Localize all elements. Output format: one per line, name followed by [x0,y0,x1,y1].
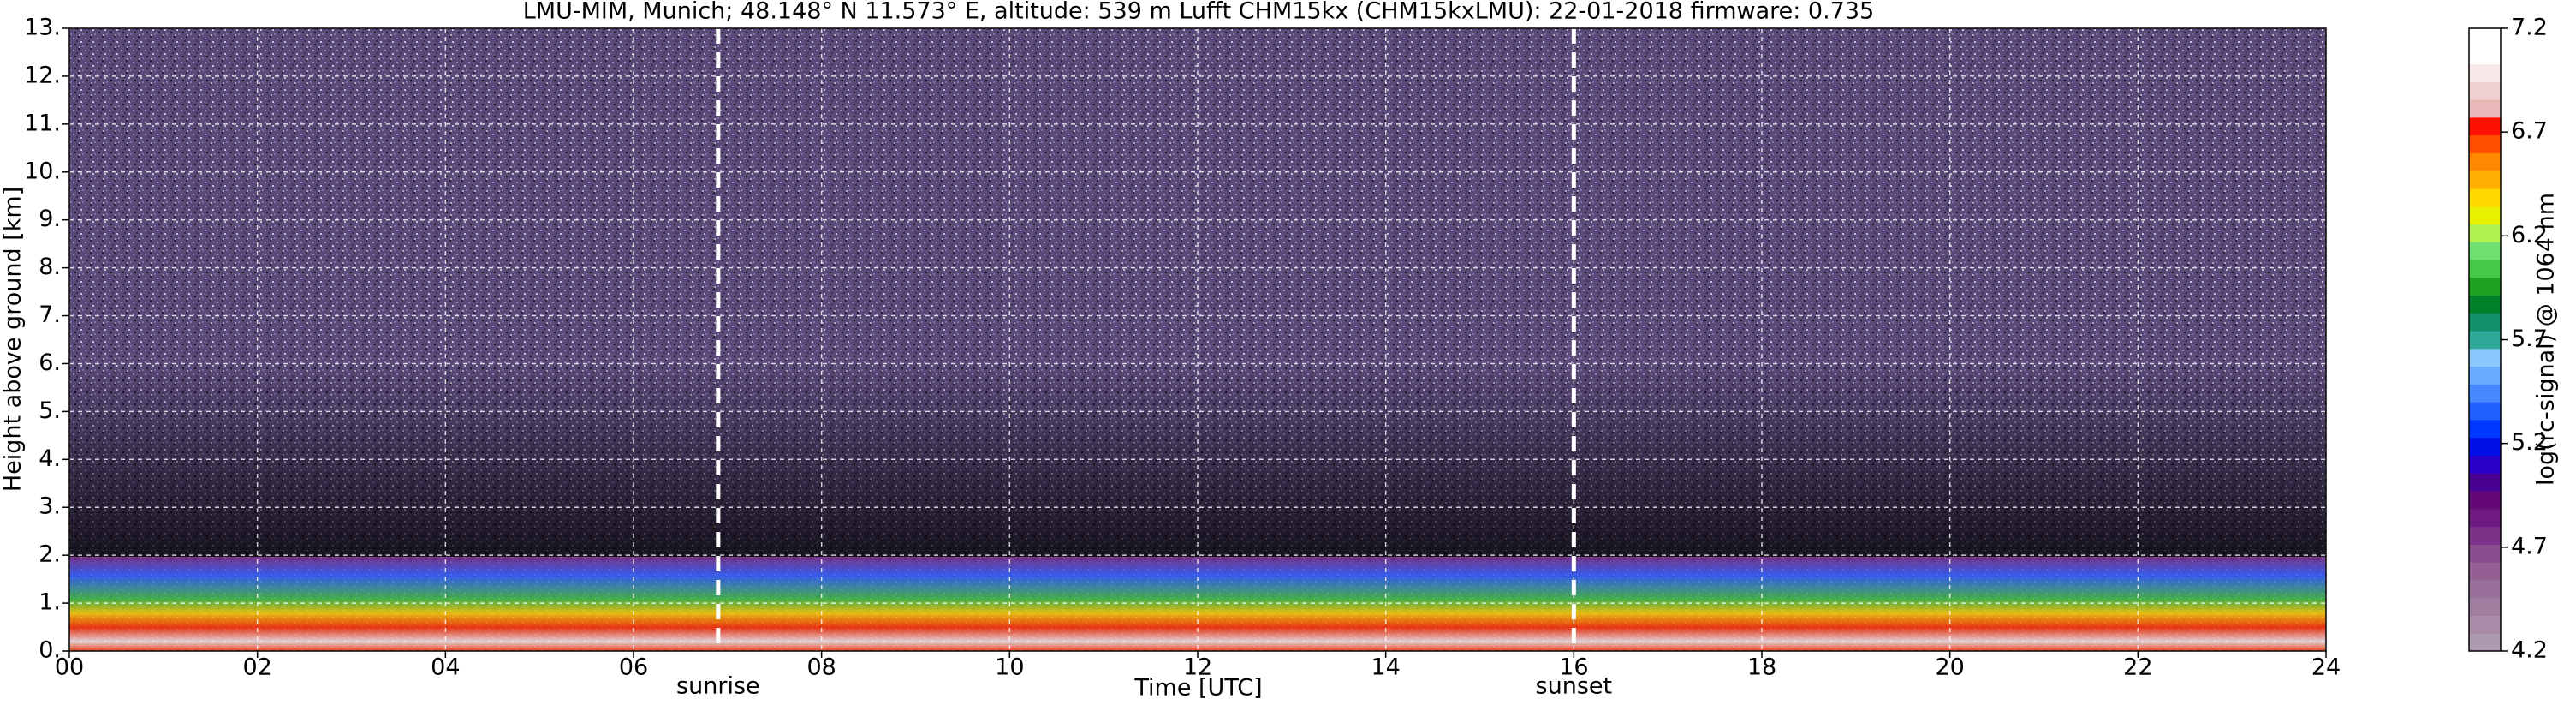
colorbar-segment [2469,526,2501,545]
colorbar-segment [2469,402,2501,421]
colorbar-segment [2469,242,2501,260]
y-tick-label: 1. [39,589,61,616]
colorbar-label: log(rc-signal) @ 1064 nm [2533,193,2560,486]
x-tick-label: 18 [1747,654,1776,681]
y-tick-label: 11. [24,110,61,136]
colorbar-segment [2469,562,2501,581]
x-tick-label: 06 [619,654,648,681]
colorbar-segment [2469,99,2501,118]
colorbar-segment [2469,597,2501,616]
colorbar-segment [2469,134,2501,153]
x-tick-label: 24 [2311,654,2341,681]
colorbar-segment [2469,170,2501,189]
colorbar-segment [2469,419,2501,439]
colorbar-segment [2469,366,2501,385]
colorbar-segment [2469,508,2501,528]
colorbar-segment [2469,633,2501,652]
colorbar-segment [2469,473,2501,492]
colorbar-tick-label: 6.7 [2511,118,2548,145]
x-axis-label: Time [UTC] [1133,675,1262,702]
x-tick-label: 08 [806,654,836,681]
colorbar-segment [2469,224,2501,242]
y-tick-label: 0. [39,637,61,664]
chart-title: LMU-MIM, Munich; 48.148° N 11.573° E, al… [523,0,1874,25]
x-tick-label: 14 [1371,654,1400,681]
y-tick-label: 4. [39,445,61,472]
colorbar-segment [2469,45,2501,65]
colorbar-segment [2469,63,2501,82]
colorbar-segment [2469,331,2501,350]
y-tick-label: 2. [39,541,61,568]
y-tick-label: 6. [39,350,61,376]
y-tick-label: 13. [24,15,61,41]
colorbar-segment [2469,348,2501,367]
colorbar-segment [2469,260,2501,278]
colorbar-tick-label: 5.2 [2511,429,2548,456]
colorbar-segment [2469,206,2501,224]
colorbar-segment [2469,579,2501,599]
colorbar-tick-label: 6.2 [2511,222,2548,248]
x-tick-label: 10 [995,654,1024,681]
annotation-label: sunrise [676,673,760,700]
colorbar-segment [2469,277,2501,296]
x-tick-label: 02 [242,654,271,681]
y-tick-label: 7. [39,302,61,328]
x-tick-label: 16 [1559,654,1588,681]
colorbar-segment [2469,28,2501,47]
colorbar-segment [2469,313,2501,332]
colorbar-segment [2469,437,2501,457]
colorbar-tick-label: 4.7 [2511,533,2548,559]
colorbar-tick-label: 4.2 [2511,637,2548,664]
x-tick-label: 00 [55,654,84,681]
y-tick-label: 9. [39,206,61,232]
colorbar-segment [2469,295,2501,314]
y-tick-label: 8. [39,254,61,280]
y-tick-label: 10. [24,158,61,184]
colorbar-segment [2469,491,2501,510]
x-tick-label: 22 [2123,654,2152,681]
colorbar-segment [2469,152,2501,171]
x-tick-label: 12 [1183,654,1212,681]
plot-frame [68,27,2327,652]
colorbar-segment [2469,81,2501,100]
colorbar-tick-label: 7.2 [2511,15,2548,41]
colorbar-segment [2469,188,2501,207]
colorbar-segment [2469,384,2501,403]
colorbar-tick-label: 5.7 [2511,326,2548,352]
y-tick-label: 3. [39,493,61,520]
x-tick-label: 20 [1935,654,1964,681]
annotation-label: sunset [1536,673,1613,700]
y-axis-label: Height above ground [km] [0,187,27,492]
colorbar-segment [2469,455,2501,474]
y-tick-label: 5. [39,397,61,424]
x-tick-label: 04 [431,654,460,681]
colorbar-segment [2469,615,2501,634]
y-tick-label: 12. [24,62,61,88]
colorbar-segment [2469,117,2501,136]
colorbar-segment [2469,544,2501,563]
